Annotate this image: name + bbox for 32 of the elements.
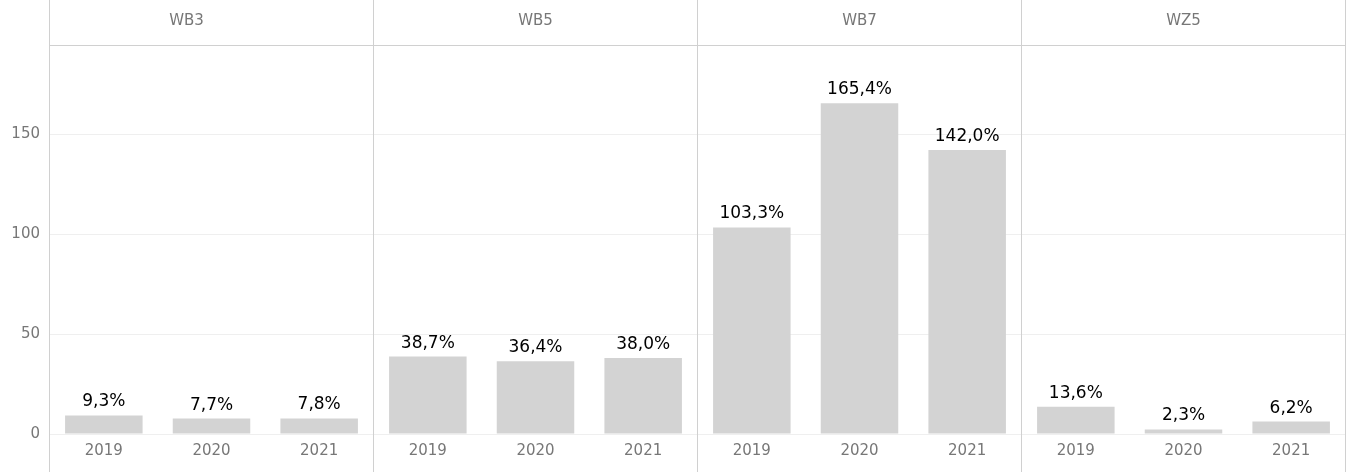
x-tick-label: 2020 (1164, 440, 1203, 459)
data-label: 36,4% (508, 336, 563, 357)
data-label: 6,2% (1269, 396, 1313, 417)
x-tick-label: 2019 (1056, 440, 1095, 459)
x-tick-label: 2021 (948, 440, 987, 459)
x-tick-label: 2021 (624, 440, 663, 459)
data-label: 7,8% (297, 393, 341, 414)
chart-title: WB7 (842, 10, 877, 29)
y-tick-label: 0 (30, 423, 40, 442)
chart-title: WZ5 (1166, 10, 1201, 29)
x-tick-label: 2019 (732, 440, 771, 459)
chart-title: WB5 (518, 10, 553, 29)
y-tick-label: 100 (11, 223, 40, 242)
data-label: 103,3% (719, 202, 785, 223)
x-tick-label: 2019 (408, 440, 447, 459)
data-label: 38,0% (616, 332, 671, 353)
y-tick-label: 50 (20, 323, 40, 342)
data-label: 9,3% (82, 390, 126, 411)
data-label: 7,7% (189, 393, 234, 414)
x-tick-label: 2021 (300, 440, 339, 459)
x-tick-label: 2021 (1272, 440, 1311, 459)
data-label: 2,3% (1161, 404, 1206, 425)
data-label: 13,6% (1048, 381, 1103, 402)
x-tick-label: 2020 (192, 440, 231, 459)
y-tick-label: 150 (11, 123, 40, 142)
data-label: 165,4% (827, 78, 892, 99)
chart-title: WB3 (169, 10, 204, 29)
x-tick-label: 2019 (84, 440, 123, 459)
data-label: 142,0% (934, 124, 1000, 145)
x-tick-label: 2020 (840, 440, 879, 459)
data-label: 38,7% (400, 331, 455, 352)
x-tick-label: 2020 (516, 440, 555, 459)
